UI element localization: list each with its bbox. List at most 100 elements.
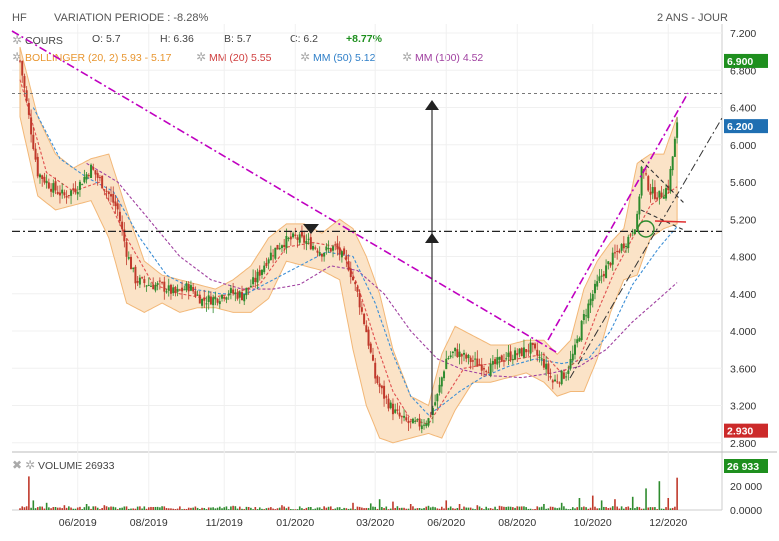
y-tick-label: 4.800: [730, 252, 756, 264]
volume-bar: [509, 506, 512, 510]
candle-body: [352, 276, 354, 281]
candle-body: [556, 381, 559, 383]
volume-bar: [571, 507, 574, 510]
candle-body: [665, 188, 668, 199]
candle-body: [143, 279, 146, 284]
candle-body: [374, 362, 377, 379]
volume-bar: [520, 506, 523, 510]
candle-body: [345, 255, 348, 260]
gear-icon[interactable]: ✲: [24, 458, 36, 472]
volume-bar: [569, 508, 572, 510]
volume-bar: [385, 506, 388, 510]
candle-body: [125, 242, 128, 257]
volume-bar: [150, 506, 152, 510]
volume-bar: [631, 496, 634, 510]
volume-bar: [396, 506, 399, 510]
candle-body: [620, 244, 623, 251]
candle-body: [429, 415, 432, 417]
candle-body: [542, 359, 545, 368]
period-label[interactable]: 2 ANS - JOUR: [657, 12, 728, 24]
candle-body: [569, 358, 572, 369]
candle-body: [161, 282, 164, 284]
volume-bar: [445, 500, 448, 510]
candle-body: [169, 284, 172, 294]
volume-bar: [305, 507, 308, 510]
candle-body: [238, 291, 241, 298]
volume-bar: [434, 507, 436, 510]
candle-body: [625, 245, 628, 247]
volume-bar: [452, 508, 454, 510]
volume-bar: [221, 508, 223, 510]
volume-bar: [103, 505, 106, 510]
volume-bar: [161, 506, 163, 510]
candle-body: [380, 385, 383, 389]
bollinger-label: BOLLINGER (20, 2) 5.93 - 5.17: [24, 52, 172, 64]
candle-body: [21, 61, 24, 76]
low-value: B: 5.7: [224, 33, 252, 45]
volume-bar: [143, 506, 146, 510]
candle-body: [494, 359, 497, 365]
candle-body: [318, 252, 321, 255]
volume-bar: [90, 508, 92, 510]
gear-icon[interactable]: ✲: [12, 33, 23, 47]
trend-lines: [11, 30, 723, 415]
volume-bar: [274, 509, 277, 510]
volume-bar: [112, 506, 115, 510]
gear-icon[interactable]: ✲: [300, 50, 311, 64]
volume-bar: [258, 507, 261, 510]
gear-icon[interactable]: ✲: [12, 50, 23, 64]
volume-bar: [59, 507, 61, 510]
volume-bar: [165, 508, 168, 510]
volume-bar: [627, 506, 630, 510]
volume-bar: [83, 507, 86, 510]
candle-body: [249, 285, 252, 288]
volume-bar: [649, 507, 652, 510]
volume-bar: [563, 506, 565, 510]
gear-icon[interactable]: ✲: [402, 50, 413, 64]
volume-bar: [203, 507, 206, 510]
candle-body: [438, 384, 441, 393]
gear-icon[interactable]: ✲: [196, 50, 207, 64]
candle-body: [269, 252, 272, 260]
candle-body: [640, 166, 643, 196]
volume-bar: [130, 508, 132, 510]
volume-bar: [587, 508, 590, 510]
candle-body: [613, 252, 616, 254]
volume-bar: [645, 488, 647, 510]
arrow-head-mid: [425, 233, 439, 243]
candle-body: [285, 235, 288, 249]
candle-body: [520, 348, 523, 356]
volume-bar: [416, 508, 419, 510]
volume-bar: [243, 509, 246, 510]
arrow-head-top: [425, 100, 439, 110]
volume-bar: [245, 506, 248, 510]
volume-bar: [343, 507, 345, 510]
volume-bar: [525, 507, 527, 510]
candle-body: [611, 252, 614, 265]
candle-body: [67, 195, 70, 197]
volume-bar: [552, 506, 554, 510]
y-tick-label: 3.200: [730, 401, 756, 413]
volume-bar: [183, 508, 186, 510]
close-icon[interactable]: ✖: [12, 458, 23, 472]
candle-body: [138, 277, 141, 285]
candle-body: [300, 231, 303, 237]
candle-body: [491, 361, 494, 365]
candle-body: [34, 148, 37, 160]
candle-body: [638, 196, 641, 215]
volume-bar: [605, 506, 607, 510]
volume-bar: [48, 507, 50, 510]
volume-bar: [472, 508, 474, 510]
volume-panel: 20 000 0.0000: [19, 476, 762, 517]
volume-bar: [56, 507, 59, 510]
volume-bar: [603, 506, 605, 510]
candle-body: [165, 291, 168, 293]
candle-body: [636, 213, 639, 230]
candle-body: [172, 287, 175, 294]
volume-bar: [447, 507, 450, 510]
candle-body: [114, 201, 117, 207]
candle-body: [260, 269, 263, 275]
candle-body: [447, 358, 450, 360]
volume-bar: [174, 509, 177, 510]
